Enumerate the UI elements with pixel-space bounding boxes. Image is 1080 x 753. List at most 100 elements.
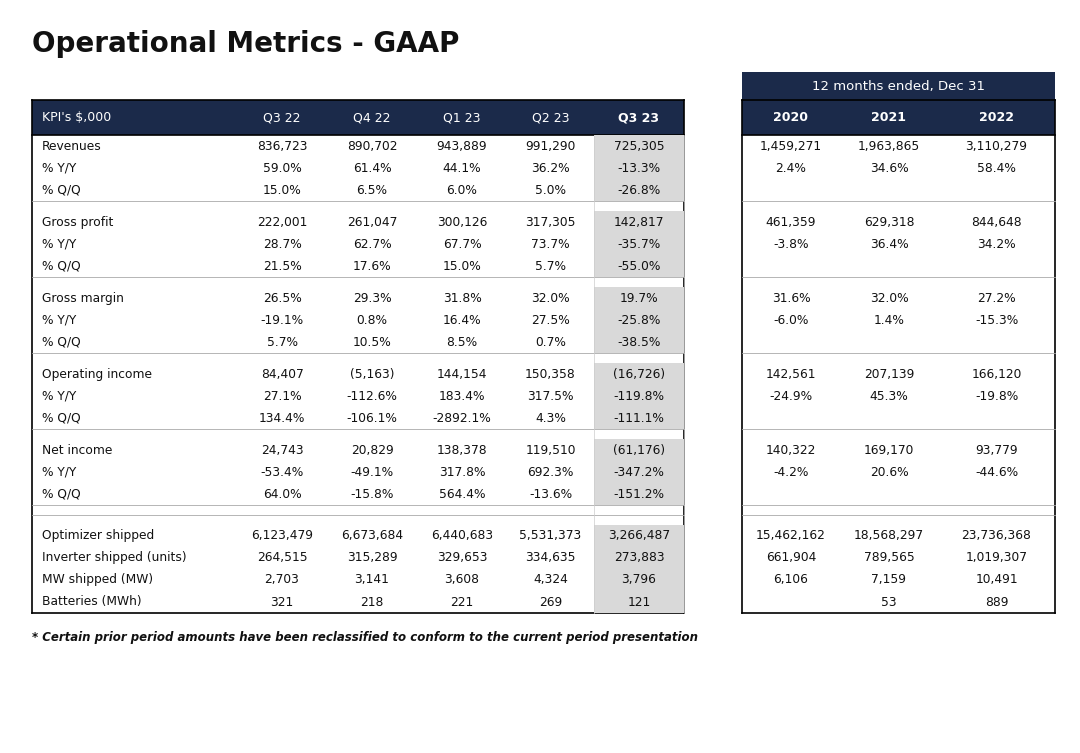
Text: 134.4%: 134.4% <box>259 411 306 425</box>
Bar <box>594 255 684 277</box>
Text: 7,159: 7,159 <box>872 574 906 587</box>
Bar <box>32 439 684 461</box>
Text: -19.8%: -19.8% <box>975 389 1018 403</box>
Text: 269: 269 <box>539 596 562 608</box>
Bar <box>32 363 684 385</box>
Text: 144,154: 144,154 <box>436 367 487 380</box>
Text: 140,322: 140,322 <box>766 444 816 456</box>
Text: 300,126: 300,126 <box>436 215 487 228</box>
Text: 5.7%: 5.7% <box>535 260 566 273</box>
Bar <box>32 385 684 407</box>
Text: 142,561: 142,561 <box>766 367 816 380</box>
Bar <box>742 287 1055 309</box>
Text: 264,515: 264,515 <box>257 551 308 565</box>
Text: -49.1%: -49.1% <box>350 465 393 478</box>
Text: -24.9%: -24.9% <box>769 389 812 403</box>
Text: 207,139: 207,139 <box>864 367 914 380</box>
Text: 20.6%: 20.6% <box>869 465 908 478</box>
Text: 261,047: 261,047 <box>347 215 397 228</box>
Bar <box>742 233 1055 255</box>
Text: 1.4%: 1.4% <box>874 313 904 327</box>
Text: % Q/Q: % Q/Q <box>42 411 81 425</box>
Text: 4.3%: 4.3% <box>535 411 566 425</box>
Text: % Y/Y: % Y/Y <box>42 389 77 403</box>
Text: 6,440,683: 6,440,683 <box>431 529 494 542</box>
Text: 334,635: 334,635 <box>525 551 576 565</box>
Text: 31.8%: 31.8% <box>443 291 482 304</box>
Text: 93,779: 93,779 <box>975 444 1017 456</box>
Text: 3,141: 3,141 <box>354 574 390 587</box>
Bar <box>742 429 1055 439</box>
Bar <box>594 569 684 591</box>
Text: 692.3%: 692.3% <box>527 465 573 478</box>
Text: -55.0%: -55.0% <box>618 260 661 273</box>
Text: -347.2%: -347.2% <box>613 465 664 478</box>
Text: 27.1%: 27.1% <box>262 389 301 403</box>
Text: 8.5%: 8.5% <box>446 336 477 349</box>
Text: 142,817: 142,817 <box>613 215 664 228</box>
Bar <box>742 135 1055 157</box>
Bar <box>594 363 684 385</box>
Text: 34.6%: 34.6% <box>869 161 908 175</box>
Text: 23,736,368: 23,736,368 <box>961 529 1031 542</box>
Text: 2,703: 2,703 <box>265 574 299 587</box>
Text: 34.2%: 34.2% <box>977 237 1016 251</box>
Text: 273,883: 273,883 <box>613 551 664 565</box>
Text: 62.7%: 62.7% <box>353 237 391 251</box>
Bar <box>742 201 1055 211</box>
Bar <box>594 439 684 461</box>
Text: 17.6%: 17.6% <box>353 260 391 273</box>
Bar <box>742 407 1055 429</box>
Bar <box>594 211 684 233</box>
Bar <box>594 385 684 407</box>
Bar <box>594 407 684 429</box>
Bar <box>742 505 1055 515</box>
Text: 321: 321 <box>270 596 294 608</box>
Text: 461,359: 461,359 <box>766 215 816 228</box>
Bar <box>32 591 684 613</box>
Text: 31.6%: 31.6% <box>772 291 810 304</box>
Text: Inverter shipped (units): Inverter shipped (units) <box>42 551 187 565</box>
Text: 317.8%: 317.8% <box>438 465 485 478</box>
Text: 317,305: 317,305 <box>525 215 576 228</box>
Bar <box>594 179 684 201</box>
Bar <box>32 547 684 569</box>
Text: % Q/Q: % Q/Q <box>42 184 81 197</box>
Text: -53.4%: -53.4% <box>260 465 303 478</box>
Text: -38.5%: -38.5% <box>618 336 661 349</box>
Text: -19.1%: -19.1% <box>260 313 303 327</box>
Text: 15.0%: 15.0% <box>262 184 301 197</box>
Text: 16.4%: 16.4% <box>443 313 482 327</box>
Text: 221: 221 <box>450 596 474 608</box>
Bar <box>742 100 1055 135</box>
Text: 64.0%: 64.0% <box>262 487 301 501</box>
Bar <box>32 407 684 429</box>
Text: 138,378: 138,378 <box>436 444 487 456</box>
Text: 564.4%: 564.4% <box>438 487 485 501</box>
Text: Gross margin: Gross margin <box>42 291 124 304</box>
Text: 329,653: 329,653 <box>436 551 487 565</box>
Text: 84,407: 84,407 <box>260 367 303 380</box>
Text: % Y/Y: % Y/Y <box>42 313 77 327</box>
Text: 183.4%: 183.4% <box>438 389 485 403</box>
Bar <box>742 483 1055 505</box>
Text: 889: 889 <box>985 596 1009 608</box>
Bar <box>742 515 1055 525</box>
Text: 166,120: 166,120 <box>971 367 1022 380</box>
Text: % Q/Q: % Q/Q <box>42 336 81 349</box>
Text: 3,110,279: 3,110,279 <box>966 139 1027 153</box>
Text: 890,702: 890,702 <box>347 139 397 153</box>
Bar <box>32 331 684 353</box>
Text: 2022: 2022 <box>978 111 1014 124</box>
Bar <box>32 309 684 331</box>
Text: -106.1%: -106.1% <box>347 411 397 425</box>
Bar <box>594 331 684 353</box>
Text: 3,796: 3,796 <box>622 574 657 587</box>
Bar <box>32 211 684 233</box>
Text: 27.2%: 27.2% <box>977 291 1016 304</box>
Bar <box>32 287 684 309</box>
Bar <box>32 201 684 211</box>
Text: 836,723: 836,723 <box>257 139 307 153</box>
Text: 315,289: 315,289 <box>347 551 397 565</box>
Text: 2.4%: 2.4% <box>775 161 807 175</box>
